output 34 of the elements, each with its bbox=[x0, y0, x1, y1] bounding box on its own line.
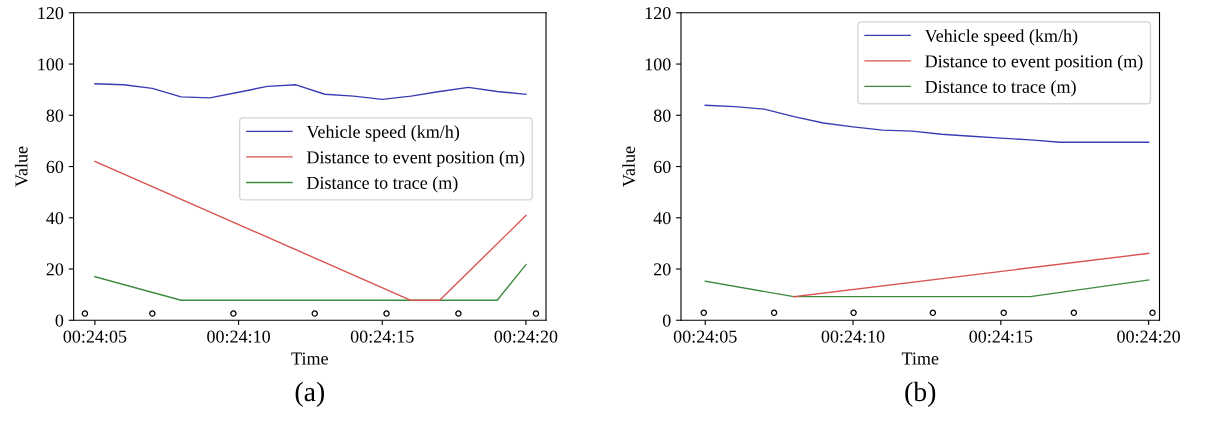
x-tick-label: 00:24:15 bbox=[969, 330, 1033, 343]
y-tick-label: 100 bbox=[38, 58, 64, 71]
x-tick-label: 00:24:10 bbox=[207, 330, 270, 343]
legend-label: Vehicle speed (km/h) bbox=[306, 125, 460, 142]
x-tick-label: 00:24:05 bbox=[63, 330, 127, 343]
text: (a) bbox=[295, 381, 325, 407]
y-tick-label: 0 bbox=[662, 314, 671, 327]
y-tick-label: 20 bbox=[654, 263, 671, 276]
x-tick-label: 00:24:10 bbox=[821, 330, 885, 343]
y-tick-label: 80 bbox=[653, 109, 671, 122]
x-tick-label: 00:24:20 bbox=[1117, 330, 1181, 343]
y-tick-label: 0 bbox=[55, 314, 64, 327]
y-tick-label: 100 bbox=[645, 58, 671, 71]
y-tick-label: 120 bbox=[645, 7, 671, 20]
y-axis-title: Value bbox=[622, 146, 636, 187]
x-tick-label: 00:24:05 bbox=[673, 330, 737, 343]
y-tick-label: 40 bbox=[653, 212, 671, 225]
legend-label: Distance to trace (m) bbox=[306, 176, 458, 193]
legend-label: Distance to event position (m) bbox=[925, 54, 1143, 72]
legend-label: Distance to trace (m) bbox=[925, 80, 1076, 97]
y-tick-label: 80 bbox=[46, 109, 64, 122]
text: (b) bbox=[905, 381, 936, 407]
y-tick-label: 20 bbox=[46, 263, 64, 276]
legend-label: Vehicle speed (km/h) bbox=[924, 29, 1078, 46]
y-axis-title: Value bbox=[14, 146, 28, 187]
x-tick-label: 00:24:15 bbox=[350, 330, 414, 343]
y-tick-label: 120 bbox=[38, 7, 64, 20]
x-axis-title: Time bbox=[901, 352, 939, 365]
y-tick-label: 60 bbox=[46, 160, 64, 173]
x-tick-label: 00:24:20 bbox=[494, 330, 558, 343]
legend-label: Distance to event position (m) bbox=[306, 150, 525, 168]
y-tick-label: 60 bbox=[653, 160, 671, 173]
y-tick-label: 40 bbox=[46, 212, 64, 225]
x-axis-title: Time bbox=[291, 352, 328, 365]
